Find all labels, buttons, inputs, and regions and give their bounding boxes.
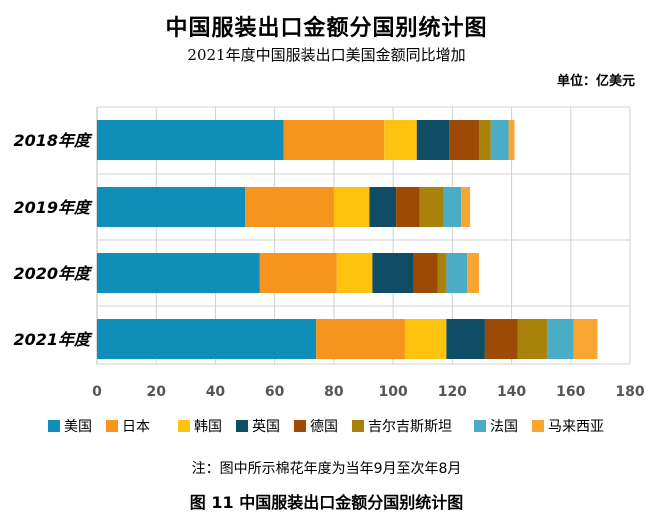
- category-label: 2021年度: [13, 330, 93, 349]
- legend-swatch: [48, 420, 60, 432]
- footnote: 注：图中所示棉花年度为当年9月至次年8月: [191, 461, 462, 477]
- chart-title: 中国服装出口金额分国别统计图: [165, 16, 488, 41]
- bar-chart: 2018年度 2019年度 2020年度 2021年度 0 20 40 60 80 100 120…: [13, 106, 645, 400]
- legend-item: 法国: [474, 416, 518, 436]
- bar-segment: [283, 120, 385, 160]
- legend-item: 英国: [236, 416, 280, 436]
- legend-swatch: [474, 420, 486, 432]
- legend-swatch: [106, 420, 118, 432]
- legend-label: 日本: [122, 419, 150, 435]
- legend-label: 法国: [490, 419, 518, 435]
- legend-label: 英国: [252, 419, 280, 435]
- bar-segment: [490, 120, 509, 160]
- x-tick-label: 100: [378, 384, 407, 400]
- unit-label: 单位：亿美元: [556, 74, 635, 89]
- chart-legend: 美国 日本 韩国 英国 德国 吉尔吉斯斯坦 法国 马来西亚: [48, 416, 648, 436]
- bar-segment: [508, 120, 515, 160]
- bar-segment: [97, 187, 246, 227]
- legend-item: 韩国: [178, 416, 222, 436]
- bar-segment: [316, 319, 405, 359]
- bar-segment: [97, 319, 317, 359]
- bar-segment: [333, 187, 370, 227]
- bar-segment: [547, 319, 574, 359]
- bar-segment: [416, 120, 450, 160]
- bar-segment: [419, 187, 444, 227]
- legend-swatch: [178, 420, 190, 432]
- x-tick-label: 20: [146, 384, 166, 400]
- bar-segment: [384, 120, 417, 160]
- x-tick-label: 80: [324, 384, 344, 400]
- legend-swatch: [236, 420, 248, 432]
- legend-item: 美国: [48, 416, 92, 436]
- bar-segment: [446, 253, 468, 293]
- bar-segment: [437, 253, 447, 293]
- category-label: 2020年度: [13, 264, 93, 283]
- legend-swatch: [532, 420, 544, 432]
- legend-swatch: [294, 420, 306, 432]
- bar-segment: [404, 319, 447, 359]
- category-label: 2019年度: [13, 198, 93, 217]
- x-tick-label: 40: [206, 384, 226, 400]
- bar-segment: [245, 187, 334, 227]
- bar-segment: [446, 319, 485, 359]
- x-tick-label: 0: [92, 384, 102, 400]
- legend-label: 韩国: [194, 419, 222, 435]
- legend-item: 马来西亚: [532, 416, 604, 436]
- bar-segment: [372, 253, 414, 293]
- legend-item: 德国: [294, 416, 338, 436]
- x-tick-label: 160: [556, 384, 585, 400]
- legend-label: 马来西亚: [548, 419, 604, 435]
- bar-segment: [369, 187, 397, 227]
- bar-segment: [449, 120, 479, 160]
- legend-item: 日本: [106, 416, 150, 436]
- chart-subtitle: 2021年度中国服装出口美国金额同比增加: [187, 46, 466, 64]
- bar-segment: [443, 187, 462, 227]
- bar-segment: [97, 120, 284, 160]
- x-tick-label: 140: [497, 384, 526, 400]
- legend-label: 吉尔吉斯斯坦: [368, 419, 452, 435]
- bar-segment: [467, 253, 479, 293]
- legend-label: 美国: [64, 419, 92, 435]
- bar-segment: [517, 319, 548, 359]
- x-tick-labels: 0 20 40 60 80 100 120 140 160 180: [92, 384, 645, 400]
- bar-segment: [461, 187, 471, 227]
- bar-segment: [413, 253, 438, 293]
- bar-segment: [336, 253, 373, 293]
- legend-swatch: [352, 420, 364, 432]
- category-labels: 2018年度 2019年度 2020年度 2021年度: [13, 131, 93, 349]
- bar-segment: [259, 253, 337, 293]
- bar-segment: [484, 319, 518, 359]
- legend-item: 吉尔吉斯斯坦: [352, 416, 452, 436]
- bar-segment: [573, 319, 598, 359]
- bar-segment: [97, 253, 260, 293]
- bar-segment: [478, 120, 491, 160]
- x-tick-label: 60: [265, 384, 285, 400]
- category-label: 2018年度: [13, 131, 93, 150]
- x-tick-label: 120: [438, 384, 467, 400]
- bar-segment: [396, 187, 420, 227]
- figure-caption: 图 11 中国服装出口金额分国别统计图: [189, 493, 464, 512]
- x-tick-label: 180: [615, 384, 644, 400]
- legend-label: 德国: [310, 419, 338, 435]
- chart-bars: [97, 120, 598, 359]
